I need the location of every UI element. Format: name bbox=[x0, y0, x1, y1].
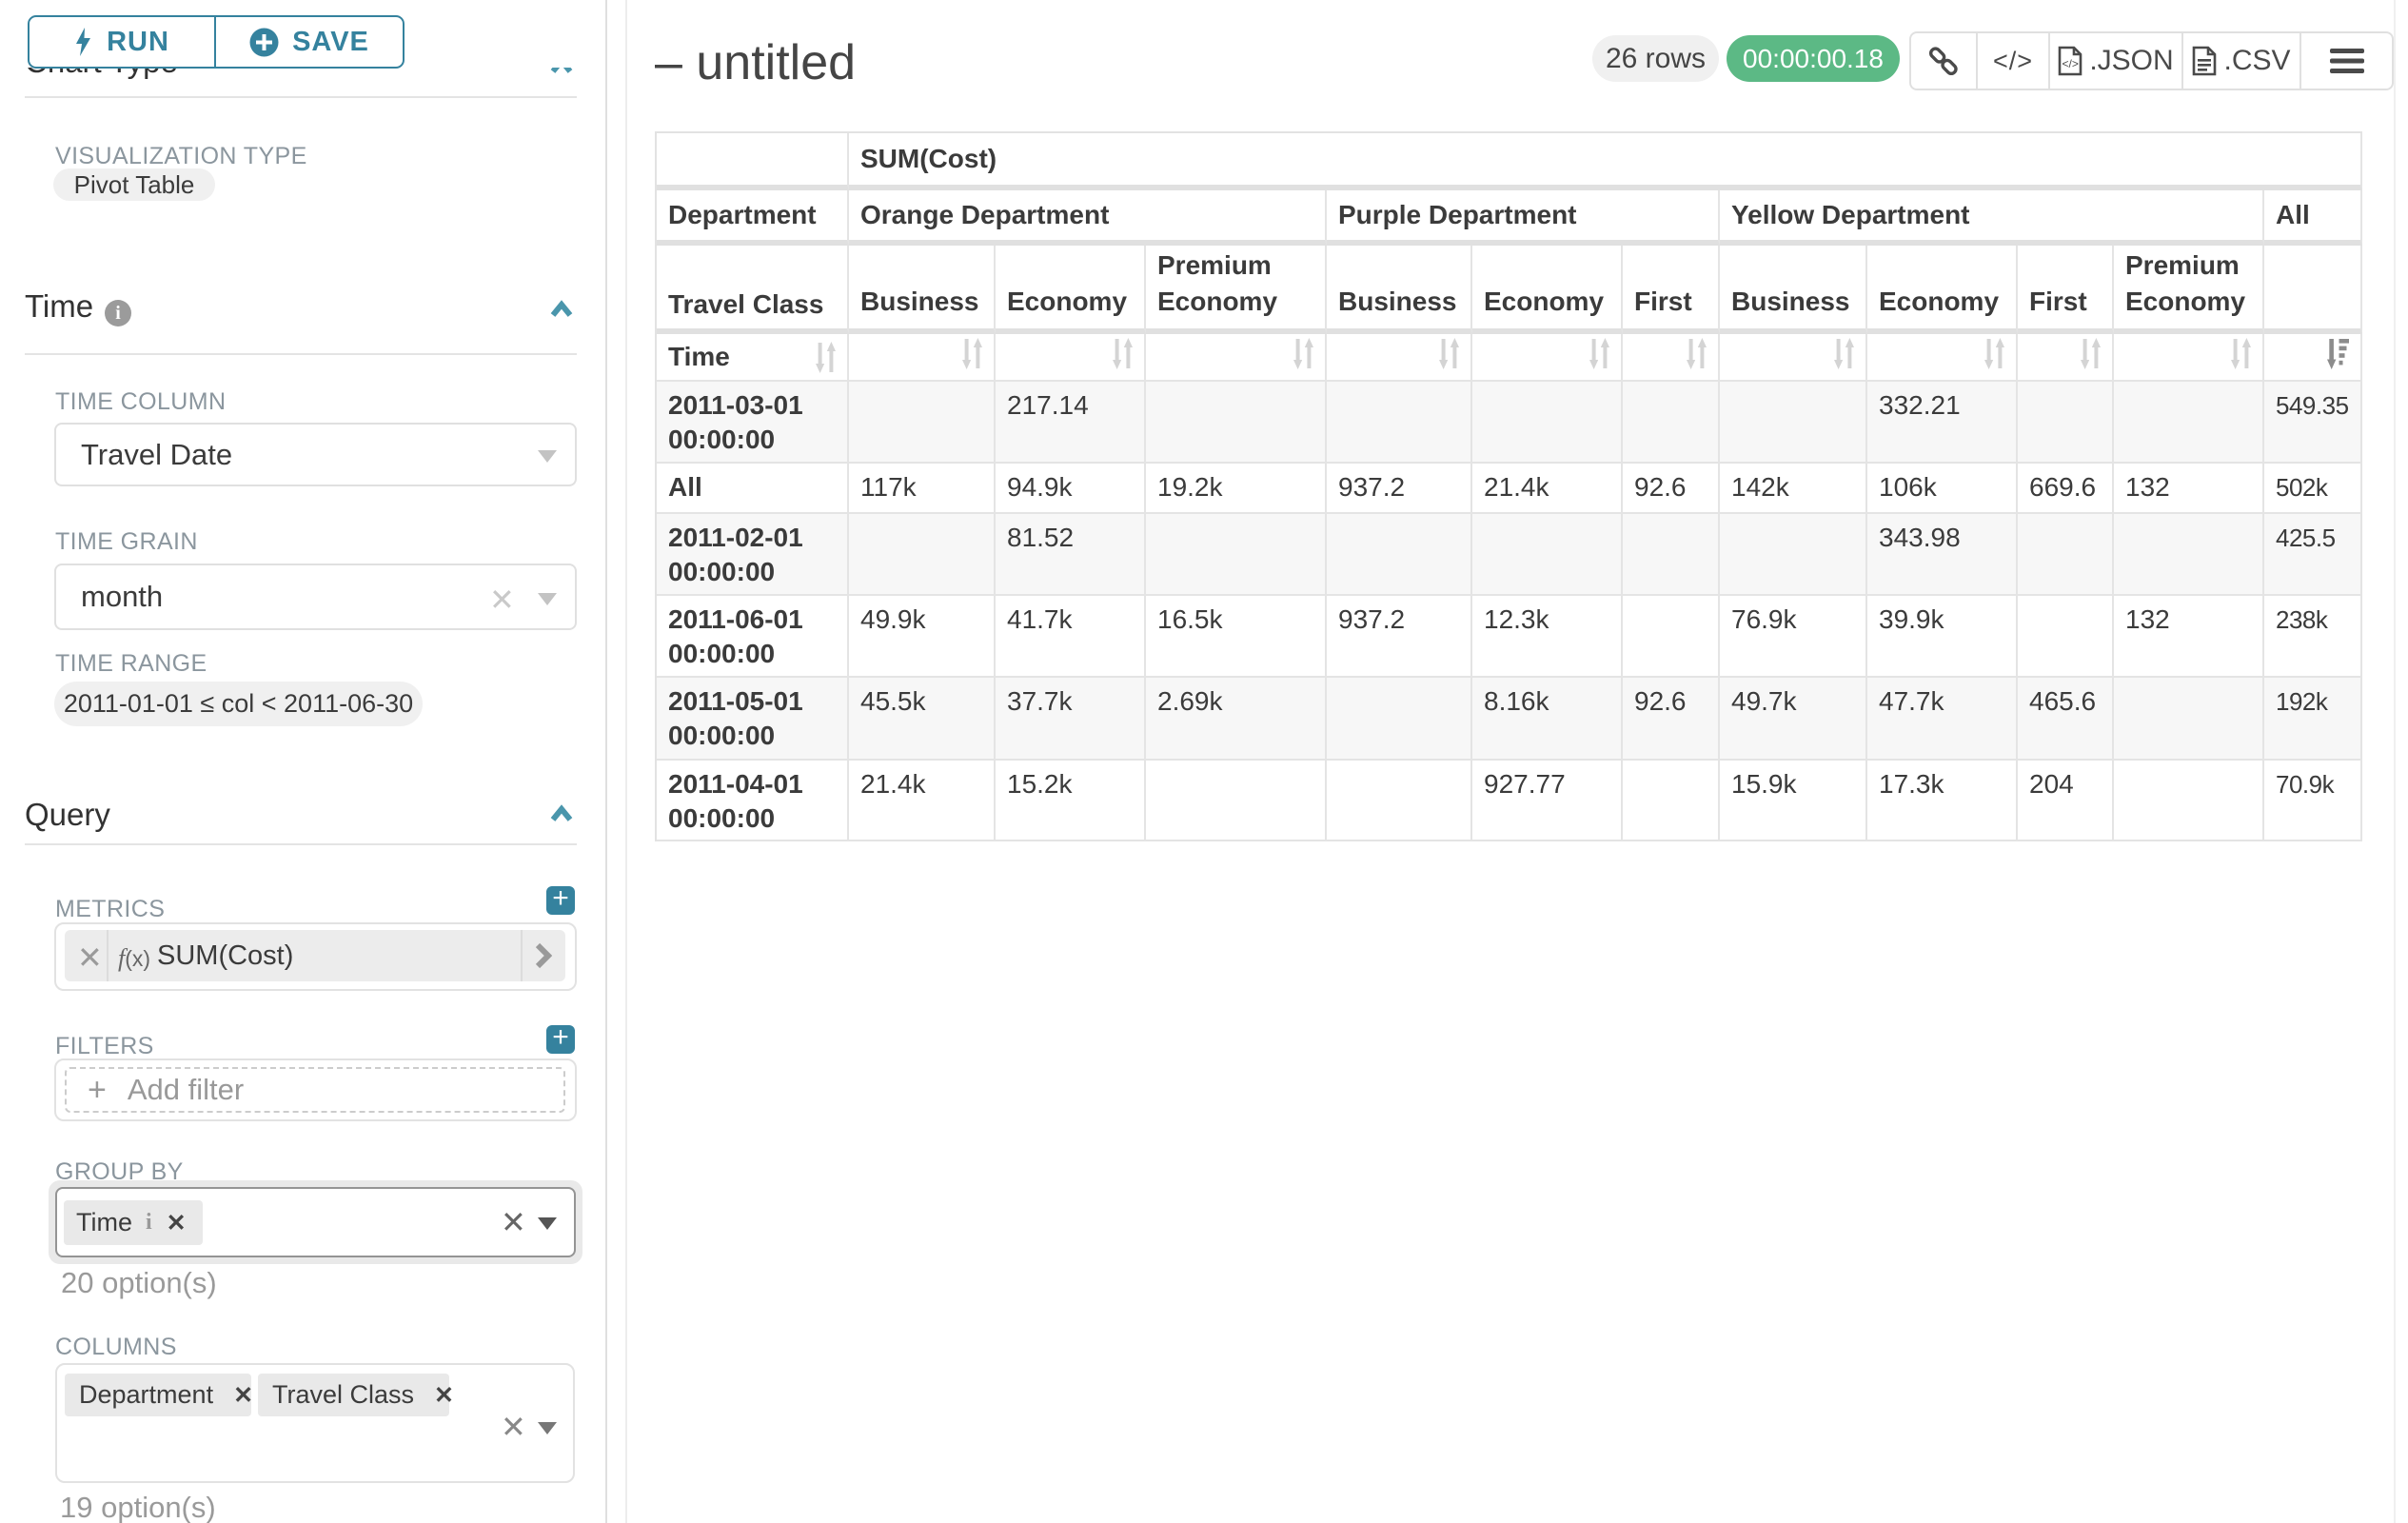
svg-text:</>: </> bbox=[2063, 57, 2079, 70]
